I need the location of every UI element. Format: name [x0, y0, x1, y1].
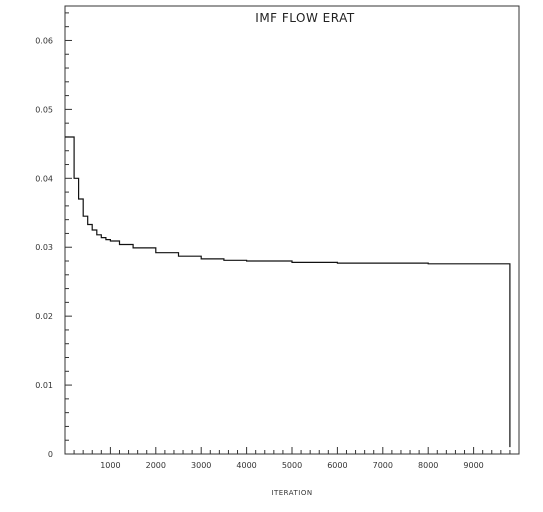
- y-tick-label: 0.06: [35, 36, 53, 45]
- y-tick-label: 0: [48, 450, 53, 459]
- x-tick-label: 4000: [236, 461, 256, 470]
- y-tick-label: 0.04: [35, 174, 53, 183]
- x-tick-label: 9000: [463, 461, 483, 470]
- plot-frame: [64, 5, 520, 455]
- x-tick-label: 5000: [282, 461, 302, 470]
- y-axis-ticks: 0 0.01 0.02 0.03 0.04 0.05 0.06: [35, 12, 72, 459]
- x-tick-label: 6000: [327, 461, 347, 470]
- y-tick-label: 0.02: [35, 312, 53, 321]
- y-tick-label: 0.05: [35, 105, 53, 114]
- x-tick-label: 7000: [373, 461, 393, 470]
- x-axis-title: ITERATION: [271, 489, 312, 497]
- x-tick-label: 2000: [146, 461, 166, 470]
- y-tick-label: 0.01: [35, 381, 53, 390]
- x-tick-label: 3000: [191, 461, 211, 470]
- x-tick-label: 1000: [100, 461, 120, 470]
- chart-title: IMF FLOW ERAT: [255, 11, 355, 25]
- series-line: [65, 136, 511, 448]
- y-tick-label: 0.03: [35, 243, 53, 252]
- x-tick-label: 8000: [418, 461, 438, 470]
- x-axis-ticks: 1000 2000 3000 4000 5000 6000 7000 8000 9000: [73, 447, 511, 470]
